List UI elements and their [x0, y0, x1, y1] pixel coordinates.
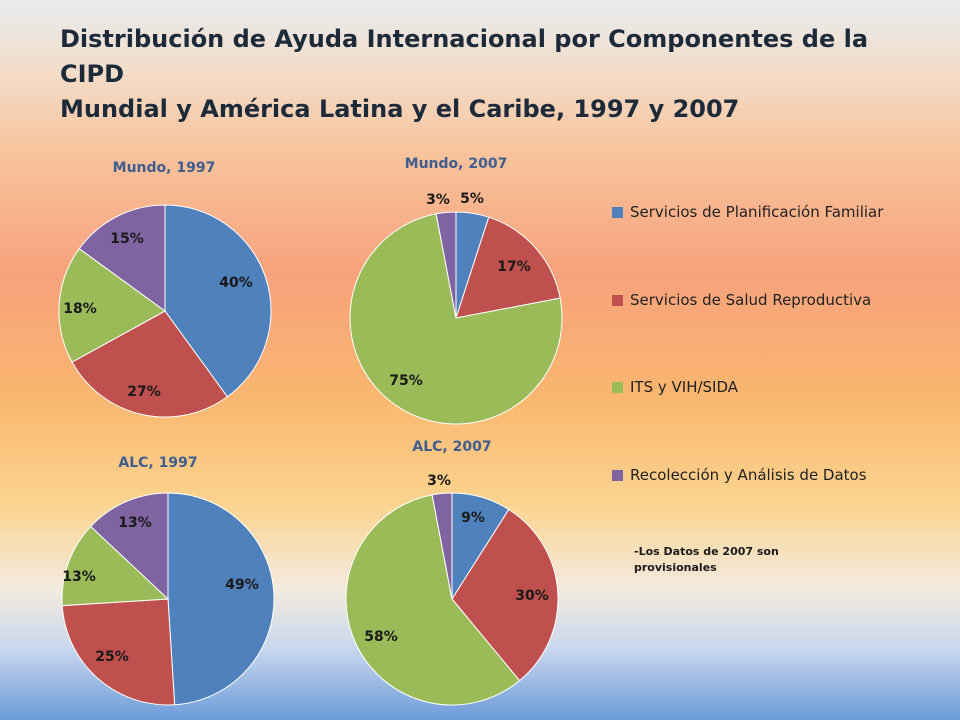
chart-title-mundo-1997: Mundo, 1997	[112, 160, 216, 176]
footnote: -Los Datos de 2007 son provisionales	[634, 545, 779, 574]
pie-slice-its-vih	[58, 247, 166, 363]
data-label-salud-reproductiva: 17%	[497, 259, 531, 275]
legend-label: ITS y VIH/SIDA	[630, 378, 739, 396]
data-label-planificacion: 9%	[461, 510, 485, 526]
legend-label: Servicios de Salud Reproductiva	[630, 291, 872, 309]
pie-slice-salud-reproductiva	[455, 216, 561, 319]
data-label-recoleccion-datos: 13%	[118, 515, 152, 531]
pie-slice-its-vih	[61, 525, 170, 607]
pie-slice-recoleccion-datos	[435, 211, 457, 319]
data-label-its-vih: 13%	[62, 569, 96, 585]
pie-slice-salud-reproductiva	[61, 598, 176, 706]
data-label-its-vih: 18%	[63, 301, 97, 317]
pie-slice-recoleccion-datos	[431, 492, 453, 600]
data-label-recoleccion-datos: 15%	[110, 231, 144, 247]
legend-item-planificacion: Servicios de Planificación Familiar	[612, 202, 942, 222]
legend-item-recoleccion-datos: Recolección y Análisis de Datos	[612, 465, 942, 485]
chart-title-alc-2007: ALC, 2007	[412, 439, 492, 455]
pie-mundo-1997: 40% 27% 18% 15%	[58, 204, 272, 418]
pie-slice-its-vih	[345, 494, 521, 706]
data-label-recoleccion-datos: 3%	[427, 473, 451, 489]
pie-slice-recoleccion-datos	[90, 492, 169, 601]
pie-alc-2007: 9% 30% 58% 3%	[345, 473, 559, 706]
chart-title-alc-1997: ALC, 1997	[118, 455, 198, 471]
pie-slice-planificacion	[167, 492, 275, 706]
legend-item-its-vih: ITS y VIH/SIDA	[612, 377, 942, 397]
data-label-recoleccion-datos: 3%	[426, 192, 450, 208]
legend-swatch	[612, 206, 623, 218]
data-label-planificacion: 49%	[225, 577, 259, 593]
chart-title-mundo-2007: Mundo, 2007	[404, 156, 508, 172]
pie-slice-planificacion	[164, 204, 272, 398]
legend-swatch	[612, 469, 623, 481]
title-line-2: Mundial y América Latina y el Caribe, 19…	[60, 95, 740, 123]
pie-alc-1997: 49% 25% 13% 13%	[61, 492, 275, 706]
data-label-salud-reproductiva: 27%	[127, 384, 161, 400]
legend-swatch	[612, 294, 623, 306]
pie-mundo-2007: 5% 17% 75% 3%	[349, 191, 563, 425]
pie-slice-recoleccion-datos	[78, 204, 166, 312]
data-label-planificacion: 40%	[219, 275, 253, 291]
data-label-its-vih: 75%	[389, 373, 423, 389]
legend-swatch	[612, 381, 623, 393]
data-label-its-vih: 58%	[364, 629, 398, 645]
pie-slice-salud-reproductiva	[71, 310, 229, 418]
data-label-salud-reproductiva: 25%	[95, 649, 129, 665]
legend-label: Servicios de Planificación Familiar	[630, 203, 884, 221]
legend-item-salud-reproductiva: Servicios de Salud Reproductiva	[612, 290, 942, 310]
legend-label: Recolección y Análisis de Datos	[630, 466, 867, 484]
slide-title: Distribución de Ayuda Internacional por …	[60, 22, 900, 127]
pie-slice-its-vih	[349, 213, 563, 425]
pie-slice-salud-reproductiva	[451, 508, 559, 682]
title-line-1: Distribución de Ayuda Internacional por …	[60, 25, 869, 88]
data-label-salud-reproductiva: 30%	[515, 588, 549, 604]
data-label-planificacion: 5%	[460, 191, 484, 207]
